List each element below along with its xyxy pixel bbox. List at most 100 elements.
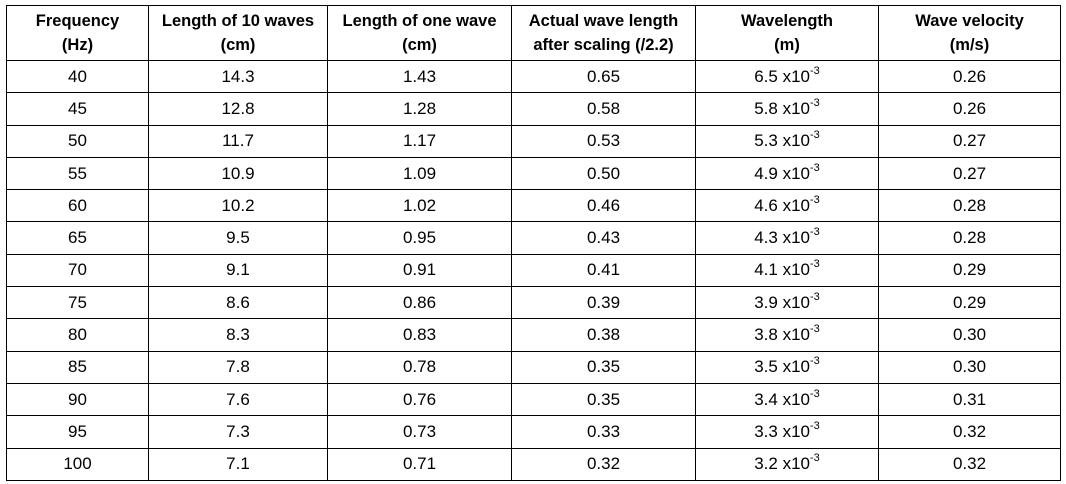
table-cell: 0.30 — [878, 318, 1061, 352]
header-text: Actual wave length — [528, 12, 679, 30]
table-cell: 0.38 — [511, 318, 696, 352]
table-cell: 10.2 — [148, 189, 328, 223]
table-row: 90 7.6 0.76 0.35 3.4 x10-3 0.31 — [6, 382, 1061, 417]
cell-mantissa: 3.2 x10 — [754, 454, 810, 474]
table-cell: 3.9 x10-3 — [695, 286, 879, 320]
table-cell: 70 — [6, 253, 149, 288]
table-cell: 3.4 x10-3 — [695, 382, 879, 417]
table-cell: 7.8 — [148, 350, 328, 384]
table-cell: 1.28 — [327, 92, 512, 126]
cell-mantissa: 6.5 x10 — [754, 66, 810, 86]
table-row: 95 7.3 0.73 0.33 3.3 x10-3 0.32 — [6, 415, 1061, 449]
table-cell: 0.78 — [327, 350, 512, 384]
cell-exponent: -3 — [809, 193, 820, 206]
table-cell: 100 — [6, 447, 149, 481]
header-cell: Actual wave length after scaling (/2.2) — [511, 5, 696, 61]
cell-mantissa: 4.9 x10 — [754, 163, 810, 183]
table-cell: 80 — [6, 318, 149, 352]
cell-mantissa: 4.6 x10 — [754, 195, 810, 215]
cell-mantissa: 3.9 x10 — [754, 292, 810, 312]
table-cell: 95 — [6, 415, 149, 449]
table-row: 85 7.8 0.78 0.35 3.5 x10-3 0.30 — [6, 350, 1061, 384]
table-cell: 90 — [6, 382, 149, 417]
table-cell: 7.6 — [148, 382, 328, 417]
header-cell: Wave velocity (m/s) — [878, 5, 1061, 61]
table-cell: 4.6 x10-3 — [695, 189, 879, 223]
table-cell: 1.43 — [327, 59, 512, 94]
table-cell: 0.50 — [511, 156, 696, 191]
table-cell: 8.6 — [148, 286, 328, 320]
table-cell: 1.09 — [327, 156, 512, 191]
table-row: 55 10.9 1.09 0.50 4.9 x10-3 0.27 — [6, 156, 1061, 191]
table-cell: 8.3 — [148, 318, 328, 352]
table-cell: 3.2 x10-3 — [695, 447, 879, 481]
header-text: (m) — [774, 36, 800, 54]
cell-exponent: -3 — [809, 290, 820, 303]
table-cell: 75 — [6, 286, 149, 320]
header-text: after scaling (/2.2) — [533, 36, 674, 54]
header-cell: Length of 10 waves (cm) — [148, 5, 328, 61]
table-cell: 6.5 x10-3 — [695, 59, 879, 94]
cell-exponent: -3 — [809, 258, 820, 271]
table-cell: 4.3 x10-3 — [695, 221, 879, 255]
cell-exponent: -3 — [809, 387, 820, 400]
cell-mantissa: 4.3 x10 — [754, 228, 810, 248]
table-cell: 0.46 — [511, 189, 696, 223]
cell-exponent: -3 — [809, 323, 820, 336]
header-text: (cm) — [220, 36, 256, 54]
table-cell: 11.7 — [148, 124, 328, 158]
cell-exponent: -3 — [809, 419, 820, 432]
cell-mantissa: 4.1 x10 — [754, 260, 810, 280]
table-row: 65 9.5 0.95 0.43 4.3 x10-3 0.28 — [6, 221, 1061, 255]
table-cell: 0.95 — [327, 221, 512, 255]
table-cell: 0.32 — [878, 447, 1061, 481]
table-cell: 0.32 — [511, 447, 696, 481]
table-cell: 0.58 — [511, 92, 696, 126]
table-row: 100 7.1 0.71 0.32 3.2 x10-3 0.32 — [6, 447, 1061, 481]
cell-mantissa: 5.8 x10 — [754, 98, 810, 118]
table-cell: 40 — [6, 59, 149, 94]
table-cell: 0.32 — [878, 415, 1061, 449]
header-text: Length of 10 waves — [161, 12, 315, 30]
table-cell: 0.35 — [511, 350, 696, 384]
table-cell: 0.39 — [511, 286, 696, 320]
table-cell: 5.3 x10-3 — [695, 124, 879, 158]
table-row: 40 14.3 1.43 0.65 6.5 x10-3 0.26 — [6, 59, 1061, 94]
table-cell: 0.33 — [511, 415, 696, 449]
table-cell: 0.71 — [327, 447, 512, 481]
table-cell: 12.8 — [148, 92, 328, 126]
table-cell: 0.26 — [878, 59, 1061, 94]
table-cell: 7.1 — [148, 447, 328, 481]
table-cell: 0.30 — [878, 350, 1061, 384]
cell-mantissa: 3.4 x10 — [754, 389, 810, 409]
table-cell: 50 — [6, 124, 149, 158]
table-cell: 0.27 — [878, 124, 1061, 158]
table-cell: 3.3 x10-3 — [695, 415, 879, 449]
table-cell: 60 — [6, 189, 149, 223]
cell-mantissa: 3.5 x10 — [754, 357, 810, 377]
header-cell: Wavelength (m) — [695, 5, 879, 61]
table-cell: 0.91 — [327, 253, 512, 288]
table-cell: 14.3 — [148, 59, 328, 94]
table-cell: 5.8 x10-3 — [695, 92, 879, 126]
table-row: 80 8.3 0.83 0.38 3.8 x10-3 0.30 — [6, 318, 1061, 352]
table-cell: 10.9 — [148, 156, 328, 191]
table-cell: 0.26 — [878, 92, 1061, 126]
table-cell: 0.43 — [511, 221, 696, 255]
table-cell: 4.9 x10-3 — [695, 156, 879, 191]
table-cell: 65 — [6, 221, 149, 255]
cell-exponent: -3 — [809, 452, 820, 465]
data-table: Frequency (Hz) Length of 10 waves (cm) Lengt… — [6, 5, 1061, 481]
table-cell: 45 — [6, 92, 149, 126]
cell-mantissa: 3.8 x10 — [754, 325, 810, 345]
header-text: Length of one wave — [342, 12, 497, 30]
header-cell: Frequency (Hz) — [6, 5, 149, 61]
table-cell: 0.73 — [327, 415, 512, 449]
table-row: 45 12.8 1.28 0.58 5.8 x10-3 0.26 — [6, 92, 1061, 126]
table-cell: 0.31 — [878, 382, 1061, 417]
table-cell: 0.35 — [511, 382, 696, 417]
table-cell: 0.41 — [511, 253, 696, 288]
table-cell: 0.27 — [878, 156, 1061, 191]
table-cell: 0.65 — [511, 59, 696, 94]
table-cell: 9.5 — [148, 221, 328, 255]
